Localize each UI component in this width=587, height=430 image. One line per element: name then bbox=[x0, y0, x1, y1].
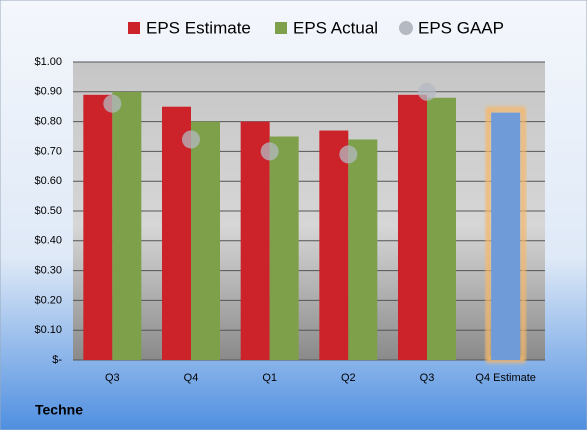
y-tick-label: $0.10 bbox=[34, 324, 62, 336]
bar bbox=[112, 91, 142, 361]
legend-label: EPS Estimate bbox=[146, 18, 251, 37]
bar bbox=[269, 136, 299, 360]
footer: Techne bbox=[35, 402, 83, 418]
y-tick-label: $- bbox=[52, 354, 62, 366]
x-tick-label: Q3 bbox=[105, 372, 120, 384]
legend-label: EPS Actual bbox=[293, 18, 378, 37]
x-tick-label: Q1 bbox=[262, 372, 277, 384]
y-tick-label: $0.60 bbox=[34, 175, 62, 187]
bar bbox=[427, 97, 456, 360]
bar bbox=[348, 139, 378, 360]
legend-marker bbox=[399, 21, 413, 35]
gaap-marker bbox=[182, 130, 200, 149]
bar bbox=[83, 94, 113, 360]
legend-marker bbox=[128, 22, 140, 34]
bar bbox=[240, 121, 270, 360]
x-tick-label: Q4 bbox=[184, 372, 199, 384]
y-tick-label: $0.20 bbox=[34, 294, 62, 306]
y-tick-label: $0.30 bbox=[34, 265, 62, 277]
legend-marker bbox=[275, 22, 287, 34]
bar bbox=[319, 130, 349, 360]
bar bbox=[191, 121, 220, 360]
y-tick-label: $0.40 bbox=[34, 235, 62, 247]
y-tick-label: $0.70 bbox=[34, 145, 62, 157]
x-tick-label: Q4 Estimate bbox=[475, 372, 536, 384]
y-tick-label: $1.00 bbox=[34, 56, 62, 68]
x-tick-label: Q3 bbox=[420, 372, 435, 384]
y-tick-label: $0.80 bbox=[34, 116, 62, 128]
bar bbox=[162, 106, 191, 360]
y-tick-label: $0.50 bbox=[34, 205, 62, 217]
bar bbox=[398, 94, 427, 360]
y-tick-label: $0.90 bbox=[34, 86, 62, 98]
gaap-marker bbox=[260, 142, 279, 161]
gaap-marker bbox=[418, 82, 436, 101]
x-tick-label: Q2 bbox=[341, 372, 356, 384]
gaap-marker bbox=[103, 94, 122, 113]
legend-label: EPS GAAP bbox=[418, 18, 504, 37]
bar bbox=[491, 112, 521, 360]
gaap-marker bbox=[339, 145, 358, 164]
